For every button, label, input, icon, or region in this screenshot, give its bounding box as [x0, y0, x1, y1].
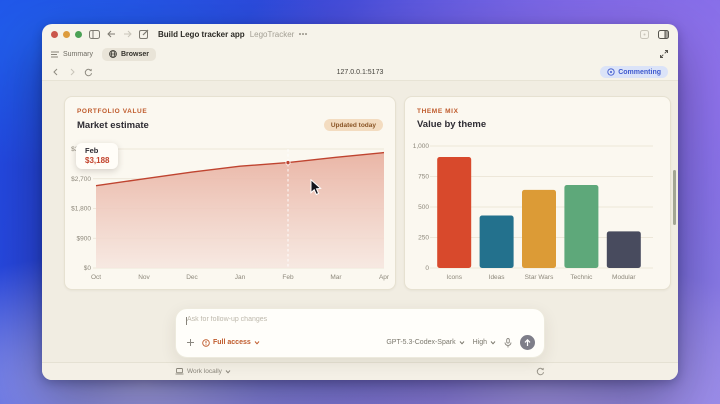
updated-badge: Updated today	[323, 119, 383, 131]
scrollbar-thumb[interactable]	[673, 170, 676, 225]
browser-toolbar: 127.0.0.1:5173 Commenting	[42, 64, 678, 81]
theme-eyebrow: THEME MIX	[417, 108, 459, 115]
svg-text:Icons: Icons	[446, 274, 462, 281]
svg-text:Dec: Dec	[186, 274, 198, 281]
task-title: Build Lego tracker app	[158, 29, 245, 39]
reasoning-selector[interactable]: High	[473, 339, 496, 346]
commenting-button[interactable]: Commenting	[600, 66, 668, 78]
chart-tooltip: Feb $3,188	[76, 143, 119, 169]
summary-icon	[51, 51, 59, 58]
portfolio-eyebrow: PORTFOLIO VALUE	[77, 108, 148, 115]
plus-icon[interactable]	[186, 338, 195, 347]
svg-text:$900: $900	[77, 235, 92, 242]
svg-text:Modular: Modular	[612, 274, 636, 281]
panel-right-icon[interactable]	[658, 29, 669, 39]
svg-text:Nov: Nov	[138, 274, 150, 281]
svg-text:$0: $0	[84, 265, 92, 272]
back-icon[interactable]	[107, 30, 116, 38]
model-selector[interactable]: GPT-5.3-Codex-Spark	[386, 339, 464, 346]
mouse-cursor	[310, 178, 322, 201]
svg-text:Jan: Jan	[235, 274, 246, 281]
full-access-label: Full access	[213, 339, 251, 346]
globe-icon	[109, 50, 117, 58]
expand-icon[interactable]	[659, 49, 669, 59]
svg-text:Technic: Technic	[570, 274, 593, 281]
minimize-window-button[interactable]	[63, 30, 70, 38]
svg-text:Apr: Apr	[379, 274, 390, 281]
window-title-group: Build Lego tracker app LegoTracker	[158, 24, 307, 44]
tab-bar: Summary Browser	[42, 44, 678, 64]
forward-icon[interactable]	[123, 30, 132, 38]
tab-browser[interactable]: Browser	[101, 47, 156, 61]
theme-title: Value by theme	[417, 119, 487, 130]
tab-browser-label: Browser	[120, 50, 149, 58]
laptop-icon	[175, 368, 184, 375]
window-controls	[51, 30, 82, 38]
svg-text:Ideas: Ideas	[489, 274, 506, 281]
reload-icon[interactable]	[84, 68, 93, 77]
titlebar: Build Lego tracker app LegoTracker	[42, 24, 678, 44]
compose-icon[interactable]	[139, 29, 149, 39]
tab-summary[interactable]: Summary	[51, 51, 93, 58]
send-button[interactable]	[520, 335, 535, 350]
svg-text:750: 750	[418, 174, 429, 181]
tab-summary-label: Summary	[63, 50, 93, 58]
project-name: LegoTracker	[249, 29, 295, 39]
text-caret	[186, 317, 187, 325]
composer: Full access GPT-5.3-Codex-Spark High	[175, 308, 545, 358]
portfolio-title: Market estimate	[77, 119, 149, 131]
commenting-label: Commenting	[618, 68, 661, 76]
theme-bar-chart: 1,000 750 500 250 0 Icons Ideas Star Wars Techni…	[413, 143, 653, 281]
comment-icon	[607, 68, 615, 76]
chevron-down-icon	[490, 340, 496, 345]
svg-text:1,000: 1,000	[413, 143, 429, 150]
tooltip-value: $3,188	[85, 156, 110, 165]
work-locally-label: Work locally	[187, 368, 222, 375]
tooltip-month: Feb	[85, 146, 99, 155]
sidebar-toggle-icon[interactable]	[89, 29, 100, 39]
zoom-window-button[interactable]	[75, 30, 82, 38]
svg-text:Feb: Feb	[282, 274, 294, 281]
microphone-icon[interactable]	[504, 337, 512, 348]
work-locally-selector[interactable]: Work locally	[175, 368, 231, 375]
overflow-icon[interactable]	[299, 33, 307, 35]
full-access-selector[interactable]: Full access	[202, 338, 260, 347]
svg-text:Oct: Oct	[91, 274, 101, 281]
svg-text:0: 0	[425, 265, 429, 272]
chevron-down-icon	[225, 369, 231, 374]
close-window-button[interactable]	[51, 30, 58, 38]
chevron-down-icon	[459, 340, 465, 345]
browser-forward-icon[interactable]	[68, 68, 76, 76]
portfolio-value-card: PORTFOLIO VALUE Market estimate Updated …	[64, 96, 396, 290]
warning-icon	[202, 338, 210, 347]
svg-text:Star Wars: Star Wars	[525, 274, 554, 281]
share-icon[interactable]	[640, 29, 649, 39]
theme-mix-card: THEME MIX Value by theme 1,000 750 500 250 0…	[404, 96, 671, 290]
reasoning-label: High	[472, 339, 487, 346]
refresh-icon[interactable]	[536, 367, 545, 376]
arrow-up-icon	[524, 338, 531, 346]
model-label: GPT-5.3-Codex-Spark	[386, 339, 456, 346]
address-bar[interactable]: 127.0.0.1:5173	[336, 68, 384, 76]
svg-text:500: 500	[418, 204, 429, 211]
svg-text:$2,700: $2,700	[71, 176, 91, 183]
svg-text:Mar: Mar	[330, 274, 342, 281]
portfolio-area-chart: $3,600$2,700$1,800$900$0OctNovDecJanFebM…	[71, 146, 390, 281]
footer-bar: Work locally	[42, 362, 678, 380]
app-window: Build Lego tracker app LegoTracker Summa…	[42, 24, 678, 380]
chevron-down-icon	[254, 340, 260, 345]
composer-input[interactable]	[187, 316, 487, 323]
svg-text:$1,800: $1,800	[71, 206, 91, 213]
browser-back-icon[interactable]	[52, 68, 60, 76]
svg-text:250: 250	[418, 235, 429, 242]
